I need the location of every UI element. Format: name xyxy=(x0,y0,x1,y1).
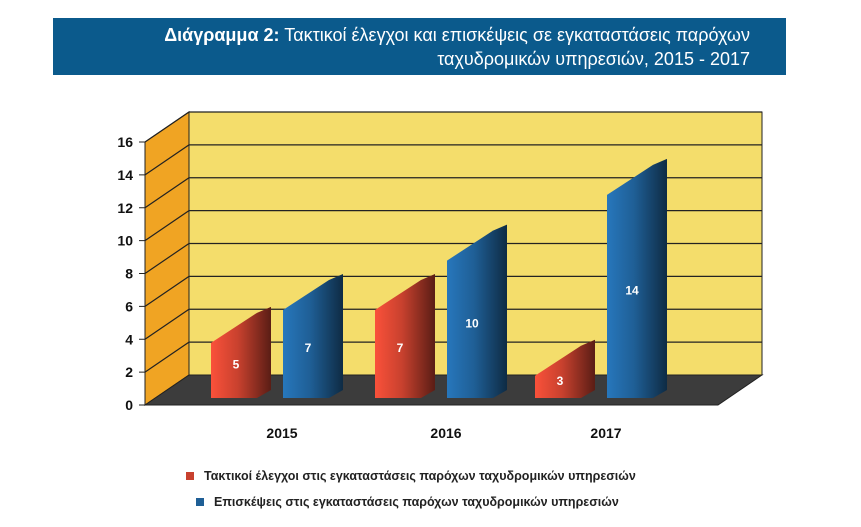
chart-title-label: Διάγραμμα 2: xyxy=(164,25,280,45)
legend-label-visits: Επισκέψεις στις εγκαταστάσεις παρόχων τα… xyxy=(214,495,619,509)
y-tick-label: 10 xyxy=(117,233,133,249)
y-tick-label: 12 xyxy=(117,200,133,216)
legend-swatch-visits xyxy=(196,498,204,506)
bar-data-label: 7 xyxy=(305,341,312,355)
bar-visits xyxy=(607,158,667,398)
chart-title-bar: Διάγραμμα 2: Τακτικοί έλεγχοι και επισκέ… xyxy=(53,18,786,75)
y-tick-label: 0 xyxy=(125,397,133,413)
bar-inspections xyxy=(375,273,435,398)
x-tick-label: 2017 xyxy=(590,425,621,441)
gridline xyxy=(144,242,762,274)
bar-visits xyxy=(447,224,507,398)
y-tick-label: 8 xyxy=(125,266,133,282)
bar-data-label: 10 xyxy=(465,316,479,330)
bar-inspections xyxy=(535,339,595,398)
legend-swatch-inspections xyxy=(186,472,194,480)
chart-title-line-1: Διάγραμμα 2: Τακτικοί έλεγχοι και επισκέ… xyxy=(53,23,750,47)
gridline xyxy=(144,341,762,373)
y-tick-label: 6 xyxy=(125,298,133,314)
chart-title-line-2: ταχυδρομικών υπηρεσιών, 2015 - 2017 xyxy=(437,49,750,69)
x-tick-label: 2015 xyxy=(266,425,297,441)
chart-title-text: Τακτικοί έλεγχοι και επισκέψεις σε εγκατ… xyxy=(284,25,750,45)
gridline xyxy=(144,144,762,176)
bar-inspections xyxy=(211,306,271,398)
y-tick-label: 4 xyxy=(125,331,133,347)
bar-data-label: 5 xyxy=(233,357,240,371)
chart-legend: Τακτικοί έλεγχοι στις εγκαταστάσεις παρό… xyxy=(186,466,636,518)
y-tick-label: 14 xyxy=(117,167,133,183)
gridline xyxy=(144,177,762,209)
gridline xyxy=(144,111,762,143)
bar-visits xyxy=(283,273,343,398)
bar-data-label: 7 xyxy=(397,341,404,355)
legend-item-inspections: Τακτικοί έλεγχοι στις εγκαταστάσεις παρό… xyxy=(186,466,636,486)
bar-data-label: 3 xyxy=(557,374,564,388)
gridline xyxy=(144,210,762,242)
y-tick-label: 16 xyxy=(117,134,133,150)
legend-label-inspections: Τακτικοί έλεγχοι στις εγκαταστάσεις παρό… xyxy=(204,469,636,483)
bar-data-label: 14 xyxy=(625,283,639,297)
legend-item-visits: Επισκέψεις στις εγκαταστάσεις παρόχων τα… xyxy=(196,492,636,512)
y-tick-label: 2 xyxy=(125,364,133,380)
x-tick-label: 2016 xyxy=(430,425,461,441)
gridline xyxy=(144,275,762,307)
gridline xyxy=(144,308,762,340)
